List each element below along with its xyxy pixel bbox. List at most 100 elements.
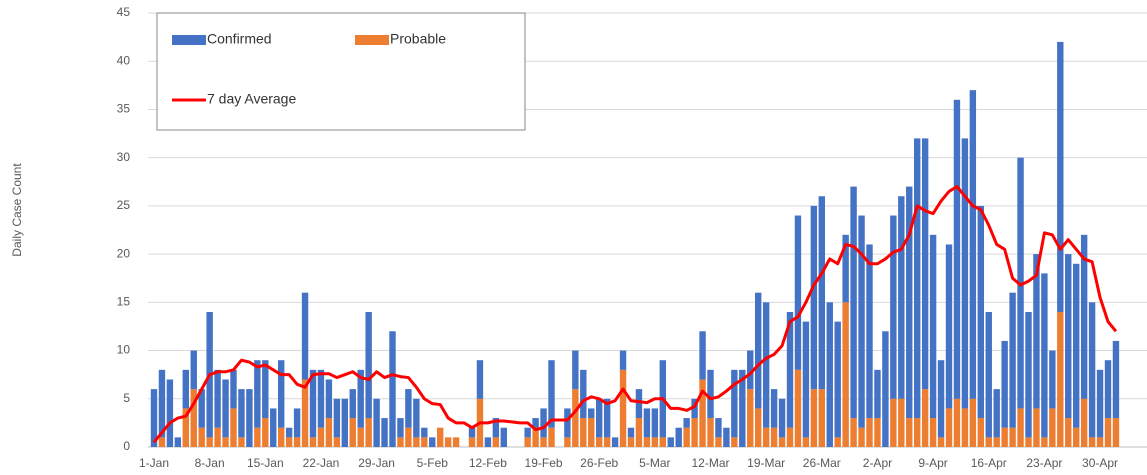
bar [1001,427,1008,447]
bar [309,369,317,438]
bar [707,369,714,419]
bar [492,418,500,438]
bar [548,360,555,428]
bar [1096,437,1104,447]
x-tick-label: 1-Jan [139,456,169,470]
bar [1041,437,1048,447]
bar [945,244,953,409]
bar [1041,273,1048,438]
x-tick-label: 8-Jan [195,456,225,470]
bar [635,418,643,447]
bar [969,90,977,399]
bar [389,331,396,447]
bar [1057,41,1064,312]
bar [1088,437,1096,447]
bar [182,408,189,447]
bar [699,379,706,447]
bar [524,427,531,438]
bar [365,311,372,419]
bar [413,398,420,438]
bar [890,215,897,399]
bar [1049,350,1056,409]
bar [850,186,857,419]
bar [1104,418,1112,447]
bar [198,389,205,428]
bar [198,427,205,447]
bar [1096,369,1104,438]
bar [794,369,802,447]
bar [262,418,269,447]
bar [293,408,301,438]
bar [588,408,595,419]
y-tick-label: 0 [123,439,130,453]
bar [603,437,611,447]
bar [850,418,857,447]
bar [293,437,301,447]
bar [452,437,460,447]
bar [429,437,436,447]
bar [651,408,659,438]
x-tick-label: 12-Feb [469,456,507,470]
bar [882,331,889,447]
bar [333,437,341,447]
bar [929,418,937,447]
bar [365,418,372,447]
y-tick-label: 45 [117,5,131,19]
bar [977,418,984,447]
x-tick-label: 19-Mar [747,456,785,470]
bar [317,369,325,428]
y-tick-label: 20 [117,246,131,260]
bar [540,408,547,438]
bar [596,398,603,438]
bar [1009,427,1016,447]
bar [1112,340,1120,419]
bar [921,138,929,390]
bar [715,437,722,447]
y-tick-label: 30 [117,150,131,164]
bar [707,418,714,447]
bar [802,437,810,447]
x-tick-label: 29-Jan [358,456,395,470]
bar [444,437,452,447]
bar [1065,254,1072,419]
bar [770,427,778,447]
bar [1057,311,1064,447]
bar [794,215,802,370]
bar [572,389,579,447]
x-tick-label: 22-Jan [303,456,340,470]
bar [1073,427,1080,447]
bar [301,292,309,380]
bar [842,234,849,303]
y-tick-label: 5 [123,391,130,405]
bar [778,398,786,438]
average-line [152,185,1118,444]
bar [1065,418,1072,447]
bar [421,427,428,438]
bar [818,196,825,390]
bar [572,350,579,390]
bar [921,389,929,447]
bar [174,437,182,447]
bar [1080,234,1088,399]
bar [985,311,992,438]
x-tick-label: 5-Mar [639,456,670,470]
bar [675,427,682,447]
bar [762,427,770,447]
bar [747,389,754,447]
bar [373,398,380,447]
bar [413,437,420,447]
bar [961,138,969,409]
bar [778,437,786,447]
bar [580,418,587,447]
bar [961,408,969,447]
bar [468,437,476,447]
bar [906,418,913,447]
bar [993,389,1000,438]
bar [524,437,531,447]
x-tick-label: 9-Apr [918,456,947,470]
bar [898,398,905,447]
legend-label: Confirmed [207,31,272,47]
bar [619,369,627,447]
bar [945,408,953,447]
